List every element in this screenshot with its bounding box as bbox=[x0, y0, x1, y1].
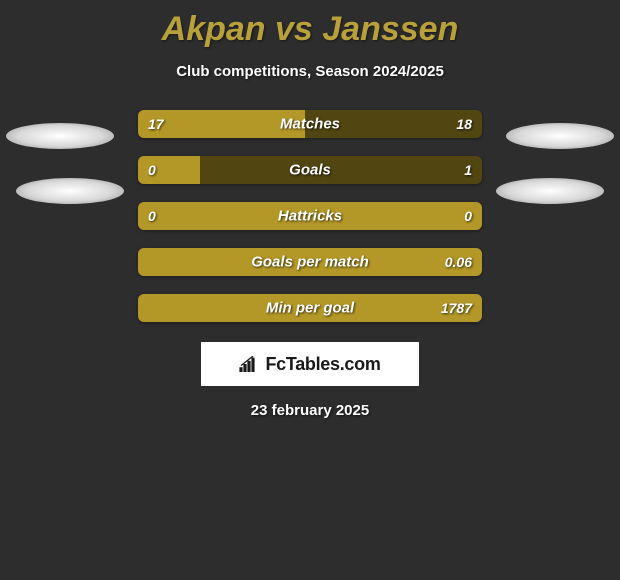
stat-label: Hattricks bbox=[278, 208, 342, 225]
date-text: 23 february 2025 bbox=[0, 402, 620, 419]
bars-icon bbox=[239, 356, 259, 372]
team-logo-left-1 bbox=[6, 123, 114, 149]
stat-row: Goals 0 1 bbox=[138, 156, 482, 184]
stat-row: Matches 17 18 bbox=[138, 110, 482, 138]
stat-value-right: 0.06 bbox=[445, 254, 472, 270]
stat-label: Min per goal bbox=[266, 300, 354, 317]
stat-row: Goals per match 0.06 bbox=[138, 248, 482, 276]
stat-value-right: 1787 bbox=[441, 300, 472, 316]
bar-right-fill bbox=[200, 156, 482, 184]
stat-label: Goals bbox=[289, 162, 331, 179]
stat-value-left: 17 bbox=[148, 116, 164, 132]
watermark-text: FcTables.com bbox=[265, 354, 380, 375]
page-title: Akpan vs Janssen bbox=[0, 0, 620, 49]
stat-value-left: 0 bbox=[148, 208, 156, 224]
watermark: FcTables.com bbox=[201, 342, 419, 386]
team-logo-left-2 bbox=[16, 178, 124, 204]
stat-value-right: 0 bbox=[464, 208, 472, 224]
stat-label: Matches bbox=[280, 116, 340, 133]
stat-row: Min per goal 1787 bbox=[138, 294, 482, 322]
team-logo-right-1 bbox=[506, 123, 614, 149]
stat-row: Hattricks 0 0 bbox=[138, 202, 482, 230]
subtitle: Club competitions, Season 2024/2025 bbox=[0, 63, 620, 80]
team-logo-right-2 bbox=[496, 178, 604, 204]
stat-value-left: 0 bbox=[148, 162, 156, 178]
stat-value-right: 1 bbox=[464, 162, 472, 178]
stat-value-right: 18 bbox=[456, 116, 472, 132]
stat-label: Goals per match bbox=[251, 254, 369, 271]
